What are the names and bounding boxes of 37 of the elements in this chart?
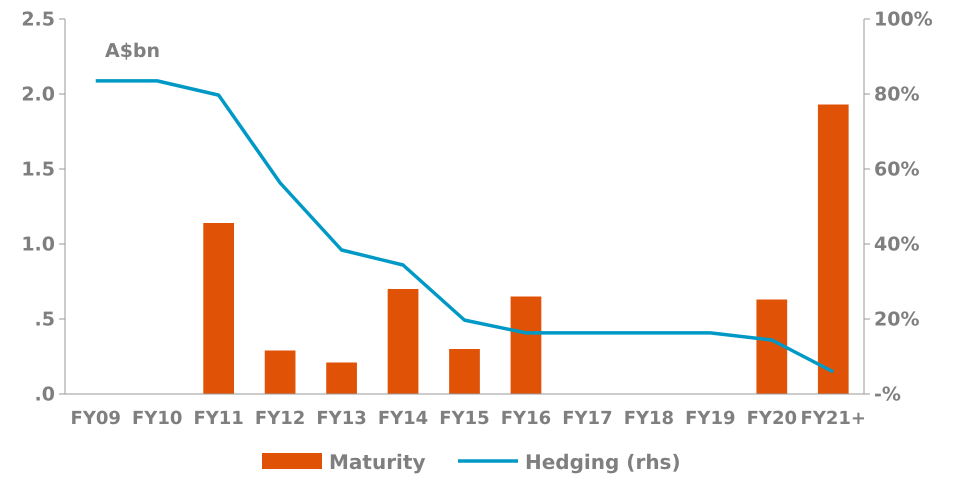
x-tick-label: FY14: [378, 408, 428, 429]
y2-tick-label: 100%: [874, 8, 933, 31]
bar: [203, 223, 234, 394]
legend-label: Maturity: [329, 450, 426, 474]
x-tick-label: FY12: [254, 408, 306, 429]
x-tick-label: FY11: [193, 408, 244, 429]
annotation: A$bn: [105, 40, 160, 62]
bar: [264, 350, 296, 394]
bar: [449, 349, 480, 394]
y2-tick-label: 60%: [874, 158, 920, 181]
line-series: [94, 79, 836, 374]
bar: [818, 104, 849, 394]
y2-tick-label: 40%: [874, 234, 920, 256]
y2-tick-label: -%: [874, 384, 901, 406]
y-tick-label: .5: [34, 308, 55, 331]
y2-tick-label: 80%: [874, 84, 920, 106]
y-tick-label: 2.5: [21, 8, 55, 31]
x-tick-label: FY19: [685, 408, 736, 429]
x-tick-label: FY18: [624, 408, 674, 429]
x-tick-label: FY17: [562, 408, 613, 429]
y-tick-label: .0: [34, 384, 55, 406]
y-tick-label: 2.0: [21, 84, 55, 106]
legend-label: Hedging (rhs): [525, 450, 681, 474]
x-tick-label: FY21+: [800, 408, 866, 429]
x-tick-label: FY09: [70, 408, 121, 429]
y-tick-label: 1.5: [21, 158, 55, 181]
x-tick-label: FY13: [316, 408, 367, 429]
x-tick-label: FY10: [132, 408, 182, 429]
bar: [326, 362, 357, 394]
x-tick-label: FY16: [500, 408, 552, 429]
y2-tick-label: 20%: [874, 308, 920, 331]
x-tick-label: FY15: [439, 408, 490, 429]
bar: [388, 289, 418, 394]
bar: [756, 300, 788, 394]
x-tick-label: FY20: [746, 408, 798, 429]
bar: [510, 296, 542, 394]
y-tick-label: 1.0: [21, 234, 55, 256]
